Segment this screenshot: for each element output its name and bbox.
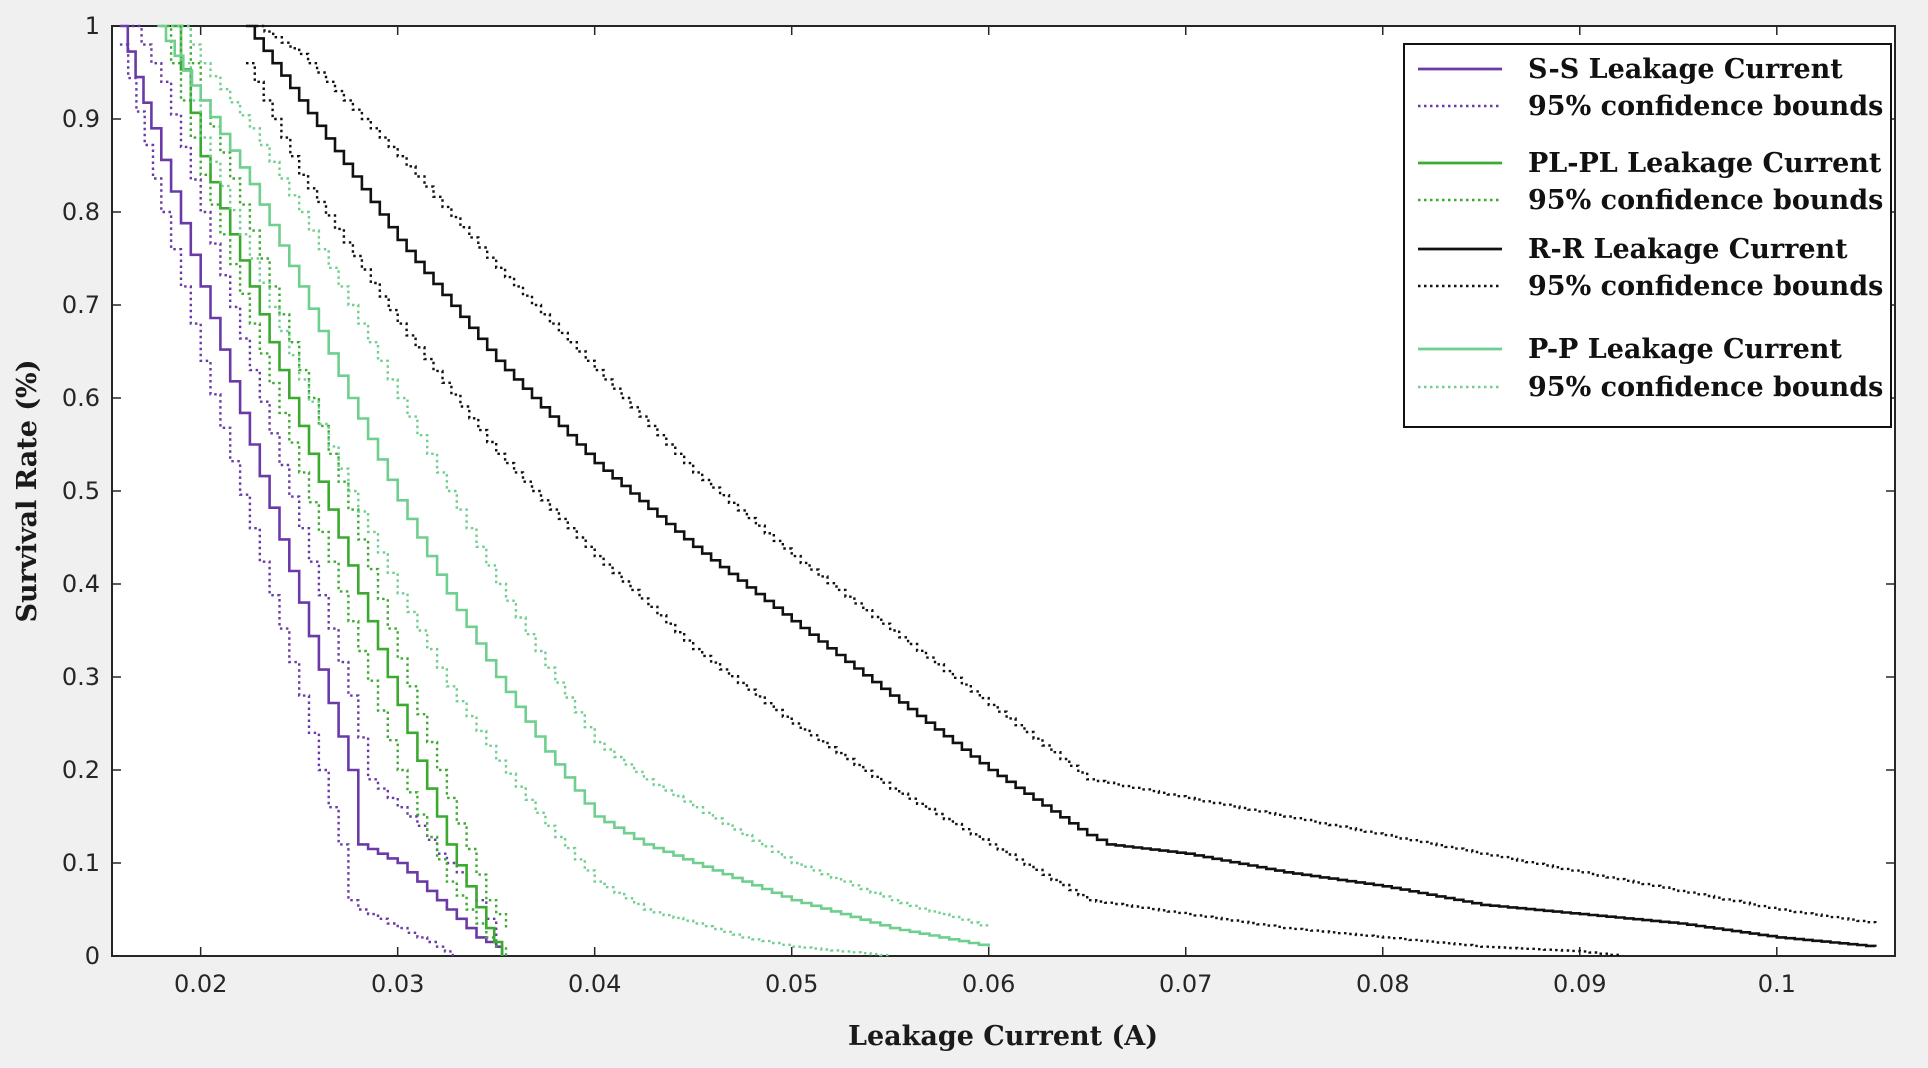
series-line-0 xyxy=(119,24,504,956)
legend-label: S-S Leakage Current xyxy=(1528,54,1843,85)
y-tick-label: 0.7 xyxy=(62,291,100,319)
bound-line-11 xyxy=(181,24,990,929)
series-layer xyxy=(119,24,1877,957)
x-tick-label: 0.04 xyxy=(568,970,621,998)
bound-line-1 xyxy=(119,43,454,956)
series-line-6 xyxy=(246,24,1877,948)
bound-line-10 xyxy=(171,24,892,957)
legend-label: PL-PL Leakage Current xyxy=(1528,148,1882,179)
legend-label: R-R Leakage Current xyxy=(1528,234,1848,265)
y-tick-label: 0.3 xyxy=(62,663,100,691)
legend: S-S Leakage Current 95% confidence bounds… xyxy=(1403,43,1892,428)
x-tick-label: 0.06 xyxy=(962,970,1015,998)
x-tick-label: 0.03 xyxy=(371,970,424,998)
x-tick-label: 0.02 xyxy=(174,970,227,998)
y-tick-label: 0.2 xyxy=(62,756,100,784)
y-tick-label: 0.8 xyxy=(62,198,100,226)
legend-label: 95% confidence bounds xyxy=(1528,271,1883,302)
legend-label: 95% confidence bounds xyxy=(1528,91,1883,122)
x-tick-label: 0.07 xyxy=(1159,970,1212,998)
legend-label: 95% confidence bounds xyxy=(1528,372,1883,403)
y-tick-label: 0.6 xyxy=(62,384,100,412)
series-line-9 xyxy=(157,24,990,947)
y-tick-label: 0.9 xyxy=(62,105,100,133)
bound-line-8 xyxy=(255,24,1877,924)
y-axis-title: Survival Rate (%) xyxy=(12,360,43,623)
ticks-layer: 0.02 0.03 0.04 0.05 0.06 0.07 0.08 0.09 0.1 0 0.1 0… xyxy=(62,12,1895,998)
bound-line-5 xyxy=(181,24,508,929)
y-tick-label: 0 xyxy=(85,942,100,970)
x-tick-label: 0.1 xyxy=(1758,970,1796,998)
legend-label: 95% confidence bounds xyxy=(1528,185,1883,216)
x-tick-label: 0.05 xyxy=(765,970,818,998)
y-tick-label: 0.5 xyxy=(62,477,100,505)
bound-line-7 xyxy=(246,62,1621,956)
legend-label: P-P Leakage Current xyxy=(1528,334,1842,365)
y-tick-label: 0.4 xyxy=(62,570,100,598)
x-tick-label: 0.08 xyxy=(1356,970,1409,998)
legend-box xyxy=(1403,43,1892,428)
series-line-3 xyxy=(171,24,504,956)
x-axis-title: Leakage Current (A) xyxy=(848,1021,1158,1052)
y-tick-label: 1 xyxy=(85,12,100,40)
legend-entries: S-S Leakage Current 95% confidence bounds… xyxy=(1418,54,1883,403)
y-tick-label: 0.1 xyxy=(62,849,100,877)
x-tick-label: 0.09 xyxy=(1553,970,1606,998)
